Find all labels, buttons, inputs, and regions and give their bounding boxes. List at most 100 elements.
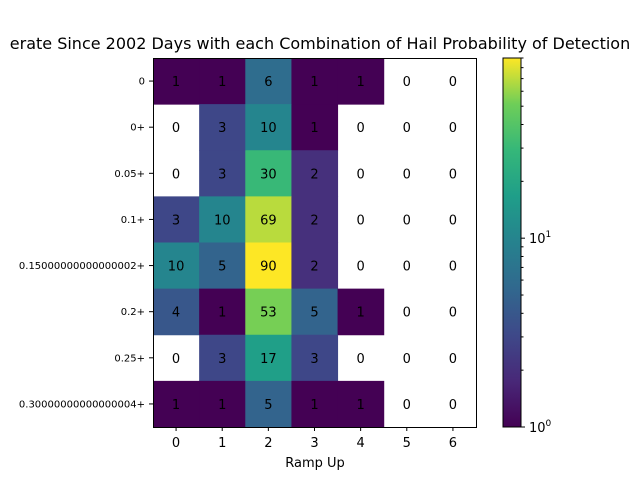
cell-value-label: 0 <box>449 167 457 182</box>
cell-value-label: 0 <box>449 260 457 275</box>
heatmap-cell <box>337 58 385 105</box>
cell-value-label: 10 <box>214 213 231 228</box>
heatmap-cell <box>199 380 246 428</box>
cell-value-label: 1 <box>218 398 226 413</box>
cell-value-label: 0 <box>357 167 365 182</box>
y-tick-label: 0.05+ <box>114 169 145 180</box>
cell-value-label: 5 <box>218 260 226 275</box>
heatmap-cell <box>245 196 292 243</box>
cell-value-label: 0 <box>403 121 411 136</box>
heatmap-cell <box>199 242 246 290</box>
heatmap-cell <box>199 288 246 336</box>
cell-value-label: 0 <box>357 121 365 136</box>
y-tick-label: 0.1+ <box>121 215 145 226</box>
heatmap-cell <box>291 380 339 428</box>
cell-value-label: 5 <box>264 398 272 413</box>
heatmap-cell <box>245 150 292 197</box>
cell-value-label: 0 <box>172 352 180 367</box>
heatmap-cell <box>153 196 200 243</box>
cell-value-label: 6 <box>264 75 272 90</box>
cell-value-label: 0 <box>403 352 411 367</box>
x-axis-ticks: 0 1 2 3 4 5 6 <box>172 427 457 451</box>
cell-value-label: 5 <box>310 306 318 321</box>
y-axis-ticks: 0 0+ 0.05+ 0.1+ 0.15000000000000002+ 0.2+ 0.25… <box>19 77 153 410</box>
heatmap-cell <box>291 334 339 382</box>
cell-value-label: 0 <box>449 352 457 367</box>
heatmap-cells <box>153 58 385 428</box>
heatmap-cell <box>291 150 339 197</box>
heatmap-cell <box>337 380 385 428</box>
cell-value-label: 1 <box>310 75 318 90</box>
heatmap-cell <box>291 104 339 151</box>
heatmap-cell <box>153 380 200 428</box>
cell-value-label: 4 <box>172 306 180 321</box>
x-tick-label: 0 <box>172 436 180 451</box>
cell-value-label: 3 <box>172 213 180 228</box>
cell-value-label: 10 <box>260 121 277 136</box>
cell-value-label: 0 <box>403 75 411 90</box>
cell-value-label: 1 <box>357 306 365 321</box>
heatmap-cell <box>337 288 385 336</box>
cell-value-label: 3 <box>310 352 318 367</box>
cell-value-label: 69 <box>260 213 277 228</box>
cell-value-label: 1 <box>172 75 180 90</box>
cell-value-label: 1 <box>172 398 180 413</box>
cell-value-label: 0 <box>449 75 457 90</box>
cell-value-label: 0 <box>403 167 411 182</box>
cell-value-label: 0 <box>403 398 411 413</box>
cell-value-label: 90 <box>260 260 277 275</box>
heatmap-cell <box>291 288 339 336</box>
colorbar-gradient <box>502 57 522 428</box>
heatmap-cell <box>245 380 292 428</box>
heatmap-cell <box>291 58 339 105</box>
heatmap-cell <box>153 58 200 105</box>
cell-value-label: 0 <box>449 398 457 413</box>
cell-value-label: 1 <box>218 306 226 321</box>
cell-value-label: 0 <box>357 352 365 367</box>
x-axis-label: Ramp Up <box>285 456 345 471</box>
cell-value-label: 3 <box>218 352 226 367</box>
cell-value-label: 1 <box>357 75 365 90</box>
heatmap-cell <box>153 242 200 290</box>
colorbar-tick-label: 100 <box>529 419 552 436</box>
y-tick-label: 0.25+ <box>114 353 145 364</box>
x-tick-label: 5 <box>403 436 411 451</box>
y-tick-label: 0.2+ <box>121 307 145 318</box>
x-tick-label: 1 <box>218 436 226 451</box>
y-tick-label: 0.15000000000000002+ <box>19 261 145 272</box>
cell-value-label: 0 <box>449 213 457 228</box>
heatmap-cell <box>291 196 339 243</box>
heatmap-cell <box>291 242 339 290</box>
heatmap-cell <box>245 288 292 336</box>
cell-value-label: 1 <box>310 121 318 136</box>
cell-value-label: 3 <box>218 121 226 136</box>
cell-value-label: 30 <box>260 167 277 182</box>
cell-value-label: 1 <box>218 75 226 90</box>
colorbar-tick-label: 101 <box>529 230 551 247</box>
x-tick-label: 6 <box>449 436 457 451</box>
heatmap-cell-labels: 1 1 6 1 1 0 00 3 10 1 0 0 00 3 30 2 0 0 03 10 69 2 0 0 010 5 90 2 0 0… <box>168 75 457 413</box>
cell-value-label: 0 <box>403 213 411 228</box>
heatmap-cell <box>153 288 200 336</box>
x-tick-label: 2 <box>264 436 272 451</box>
y-tick-label: 0.30000000000000004+ <box>19 399 145 410</box>
heatmap-cell <box>245 334 292 382</box>
cell-value-label: 1 <box>357 398 365 413</box>
cell-value-label: 0 <box>403 306 411 321</box>
cell-value-label: 17 <box>260 352 277 367</box>
cell-value-label: 0 <box>357 260 365 275</box>
y-tick-label: 0+ <box>130 123 145 134</box>
heatmap-cell <box>199 196 246 243</box>
heatmap-cell <box>199 104 246 151</box>
heatmap-cell <box>245 58 292 105</box>
cell-value-label: 0 <box>172 167 180 182</box>
heatmap-cell <box>245 242 292 290</box>
cell-value-label: 0 <box>172 121 180 136</box>
cell-value-label: 3 <box>218 167 226 182</box>
cell-value-label: 0 <box>449 121 457 136</box>
cell-value-label: 1 <box>310 398 318 413</box>
x-tick-label: 3 <box>310 436 318 451</box>
cell-value-label: 2 <box>310 260 318 275</box>
heatmap-cell <box>199 334 246 382</box>
